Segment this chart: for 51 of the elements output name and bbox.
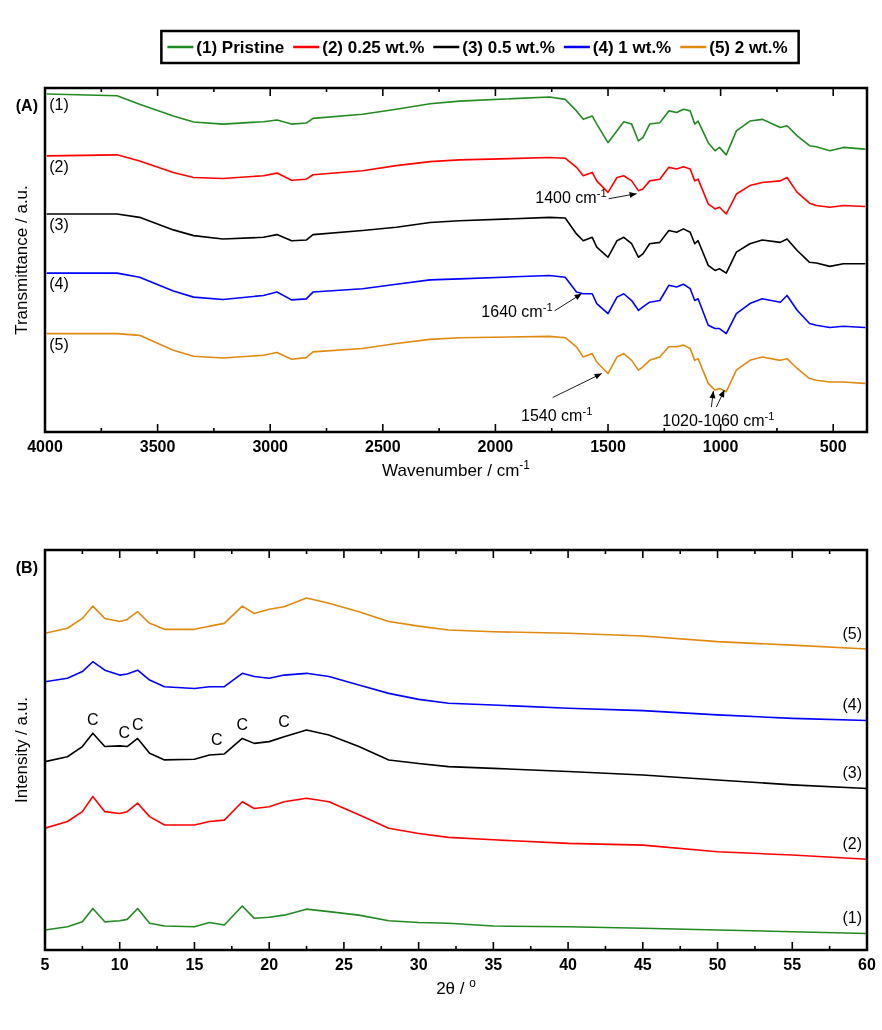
annotation: C [87, 711, 99, 729]
x-tick-label: 3000 [252, 438, 289, 455]
y-axis-title: Transmittance / a.u. [12, 185, 31, 335]
legend-label: (2) 0.25 wt.% [322, 38, 425, 57]
annotation: (4) [842, 696, 862, 714]
x-tick-label: 3500 [139, 438, 176, 455]
chart-title: (B) [15, 559, 38, 576]
x-tick-label: 55 [783, 956, 802, 973]
x-axis-title: 2θ / $^{o}$ [436, 976, 477, 998]
annotation: (3) [49, 215, 69, 233]
annotation: (3) [842, 764, 862, 782]
x-axis-title: Wavenumber / cm$^{-1}$ [382, 458, 531, 480]
legend-label: (1) Pristine [196, 38, 285, 57]
annotation: C [278, 713, 290, 731]
annotation: (5) [842, 625, 862, 643]
x-tick-label: 2000 [477, 438, 514, 455]
annotation: C [118, 723, 130, 741]
legend-label: (5) 2 wt.% [709, 38, 788, 57]
annotation: 1400 cm$^{-1}$ [535, 186, 607, 206]
x-tick-label: 15 [185, 956, 204, 973]
x-tick-label: 25 [335, 956, 353, 973]
x-tick-label: 2500 [365, 438, 401, 455]
x-tick-label: 10 [110, 956, 129, 973]
annotation: C [131, 716, 144, 734]
chart-title: (A) [15, 97, 38, 114]
x-tick-label: 1000 [702, 438, 739, 455]
annotation: C [236, 716, 249, 734]
x-tick-label: 40 [559, 956, 578, 973]
y-axis-title: Intensity / a.u. [12, 697, 31, 803]
x-tick-label: 20 [260, 956, 279, 973]
annotation: (1) [49, 96, 69, 113]
x-tick-label: 50 [708, 956, 727, 973]
x-tick-label: 4000 [27, 438, 63, 455]
annotation: 1020-1060 cm$^{-1}$ [662, 410, 775, 430]
annotation: C [211, 730, 223, 748]
annotation: (4) [49, 275, 69, 293]
x-tick-label: 60 [858, 956, 876, 973]
x-tick-label: 35 [484, 956, 503, 973]
legend-label: (4) 1 wt.% [592, 38, 672, 57]
annotation: (2) [49, 157, 69, 175]
annotation: (2) [842, 835, 862, 853]
x-tick-label: 30 [409, 956, 428, 973]
annotation: 1640 cm$^{-1}$ [481, 300, 553, 320]
legend-label: (3) 0.5 wt.% [462, 38, 555, 57]
annotation: (5) [49, 335, 69, 353]
x-tick-label: 500 [819, 438, 847, 455]
x-tick-label: 45 [633, 956, 652, 973]
x-tick-label: 5 [40, 956, 50, 973]
x-tick-label: 1500 [590, 438, 626, 455]
annotation: 1540 cm$^{-1}$ [521, 404, 593, 424]
annotation: (1) [842, 909, 862, 927]
